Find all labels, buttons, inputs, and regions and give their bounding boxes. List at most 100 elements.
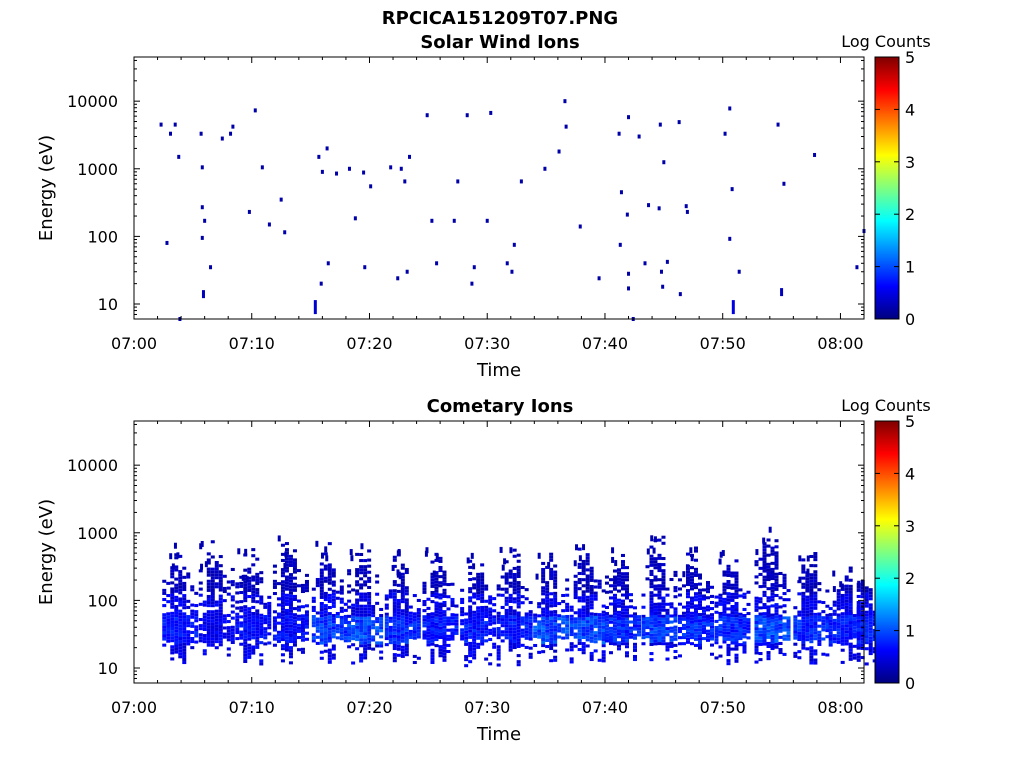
data-cell [537,629,542,633]
data-cell [296,608,301,612]
data-cell [504,618,509,622]
data-cell [170,590,175,594]
data-cell [649,624,654,628]
data-cell [805,589,810,593]
data-cell [194,628,199,632]
data-cell [355,607,360,611]
data-cell [243,596,248,600]
data-cell [689,614,694,618]
data-cell [681,626,686,630]
data-cell [589,612,594,616]
data-cell [438,654,443,658]
data-cell [657,587,662,591]
data-cell [396,617,401,621]
data-cell [404,601,409,605]
data-cell [516,629,521,633]
data-cell [438,593,443,597]
data-cell [624,636,629,640]
data-cell [657,578,662,582]
data-cell [565,633,570,637]
data-cell [714,595,719,599]
data-cell [742,635,747,639]
data-cell [178,615,183,619]
data-cell [243,641,248,645]
data-cell [657,623,662,627]
data-cell [641,620,646,624]
data-cell [288,615,293,619]
data-cell [718,633,723,637]
data-cell [182,587,187,592]
data-cell [218,612,223,616]
data-cell [516,617,521,621]
data-cell [801,597,806,601]
data-cell [468,614,473,618]
data-cell [620,617,625,621]
data-cell [442,643,447,647]
data-cell [585,559,590,563]
data-cell [222,635,227,639]
data-cell [408,605,413,609]
data-cell [434,625,439,629]
data-cell [840,660,845,664]
data-cell [578,555,582,562]
data-cell [836,604,841,608]
data-cell [476,636,481,640]
data-cell [496,648,501,652]
data-cell [255,612,260,616]
data-cell [422,587,427,591]
data-cell [178,588,183,592]
data-cell [472,613,477,617]
data-cell [430,648,435,652]
data-cell [178,649,183,653]
data-cell [434,634,439,639]
data-cell [661,572,666,576]
data-cell [319,583,324,587]
data-cell [652,547,656,554]
data-cell [519,179,523,184]
data-cell [774,551,779,555]
data-cell [327,621,332,625]
data-cell [653,614,658,619]
data-cell [797,656,802,660]
data-cell [758,615,763,619]
data-cell [661,569,666,573]
data-cell [288,591,293,595]
data-cell [375,617,380,621]
data-cell [206,634,211,638]
y-tick-label: 100 [87,591,118,610]
data-cell [504,630,509,634]
data-cell [730,647,735,651]
data-cell [384,606,389,610]
data-cell [398,573,402,580]
data-cell [480,609,485,613]
data-cell [162,604,167,608]
data-cell [848,603,853,607]
data-cell [553,658,558,662]
data-cell [641,636,646,640]
data-cell [597,579,602,583]
data-cell [304,573,309,577]
data-cell [251,615,256,619]
data-cell [624,566,629,570]
data-cell [524,645,529,649]
data-cell [311,608,316,612]
data-cell [363,583,368,587]
data-cell [762,557,767,561]
data-cell [649,594,654,598]
data-cell [709,585,714,589]
data-cell [848,578,853,582]
data-cell [860,646,865,650]
data-cell [239,615,244,619]
data-cell [280,610,285,614]
data-cell [516,599,521,603]
data-cell [685,582,690,587]
data-cell [577,614,582,618]
data-cell [392,656,397,660]
data-cell [251,651,256,655]
data-cell [174,608,179,612]
data-cell [279,197,283,202]
data-cell [649,621,654,625]
data-cell [734,583,739,587]
data-cell [620,630,625,634]
data-cell [392,589,397,593]
